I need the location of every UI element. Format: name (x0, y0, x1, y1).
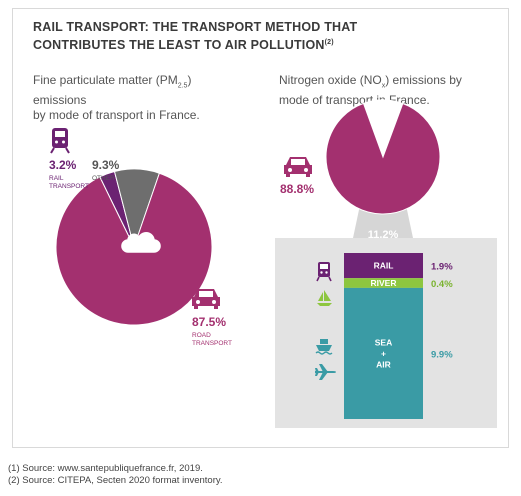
boat-icon (317, 290, 332, 306)
nox-chart-subtitle: Nitrogen oxide (NOx) emissions by mode o… (279, 73, 494, 108)
rail-pct-label: 3.2% (49, 158, 77, 172)
title-footnote-mark: (2) (324, 39, 334, 46)
breakdown-label-2-1: + (381, 348, 386, 358)
pm-subtitle-line-1: Fine particulate matter (PM2.5) emission… (33, 73, 243, 108)
breakdown-label-0-0: RAIL (374, 261, 394, 271)
charts-svg: 3.2% RAIL TRANSPORT 9.3% OTHER 87.5% ROA… (49, 99, 497, 428)
road-pct-label: 87.5% (192, 315, 226, 329)
infographic-frame (12, 8, 509, 448)
nox-road-pct-label: 88.8% (280, 182, 314, 196)
pm-subtitle-text-a: Fine particulate matter (PM (33, 73, 178, 87)
car-icon (192, 289, 220, 309)
breakdown-label-2-2: AIR (376, 359, 391, 369)
train-icon (50, 128, 70, 154)
title-line-1: RAIL TRANSPORT: THE TRANSPORT METHOD THA… (33, 20, 358, 34)
road-label-line-1: ROAD (192, 332, 211, 339)
breakdown-value-1: 0.4% (431, 279, 453, 290)
pm-subtitle-line-2: by mode of transport in France. (33, 108, 200, 123)
nox-subtitle-line-1: Nitrogen oxide (NOx) emissions by (279, 73, 494, 93)
rail-label-line-1: RAIL (49, 175, 64, 182)
other-label: OTHER (92, 175, 115, 182)
nox-subtitle-text-a: Nitrogen oxide (NO (279, 73, 382, 87)
cloud-icon (121, 232, 161, 253)
road-label-line-2: TRANSPORT (192, 340, 232, 347)
nox-pie-chart (325, 99, 441, 215)
train-icon (316, 262, 332, 282)
other-pct-label: 9.3% (92, 158, 120, 172)
nox-subtitle-sub: x (381, 82, 386, 90)
breakdown-label-2-0: SEA (375, 337, 392, 347)
plane-icon (315, 364, 336, 380)
footnote-1: (1) Source: www.santepubliquefrance.fr, … (8, 463, 203, 474)
breakdown-bar-river (344, 278, 423, 288)
nox-breakdown-bar: RAIL 1.9% RIVER 0.4% SEA+AIR 9.9% (344, 253, 453, 419)
footnote-2: (2) Source: CITEPA, Secten 2020 format i… (8, 475, 223, 486)
pm-subtitle-text-b: ) emissions (33, 73, 192, 108)
pm-subtitle-sub: 2.5 (177, 82, 188, 90)
title-line-2: CONTRIBUTES THE LEAST TO AIR POLLUTION(2… (33, 35, 473, 53)
nox-other-pct-label: 11.2% (368, 229, 399, 241)
breakdown-bar-sea-air (344, 287, 423, 419)
nox-pie-slice-road (325, 102, 441, 215)
breakdown-value-2: 9.9% (431, 349, 453, 360)
breakdown-bar-rail (344, 253, 423, 279)
footnotes: (1) Source: www.santepubliquefrance.fr, … (8, 463, 223, 487)
rail-label-line-2: TRANSPORT (49, 183, 89, 190)
breakdown-value-0: 1.9% (431, 262, 453, 273)
breakdown-label-1-0: RIVER (371, 278, 397, 288)
pm-chart-subtitle: Fine particulate matter (PM2.5) emission… (33, 73, 243, 123)
title-line-2-text: CONTRIBUTES THE LEAST TO AIR POLLUTION (33, 38, 325, 53)
car-icon (284, 157, 312, 177)
ship-icon (315, 339, 333, 355)
nox-subtitle-text-b: ) emissions by (385, 73, 462, 87)
page-title: RAIL TRANSPORT: THE TRANSPORT METHOD THA… (33, 20, 473, 53)
